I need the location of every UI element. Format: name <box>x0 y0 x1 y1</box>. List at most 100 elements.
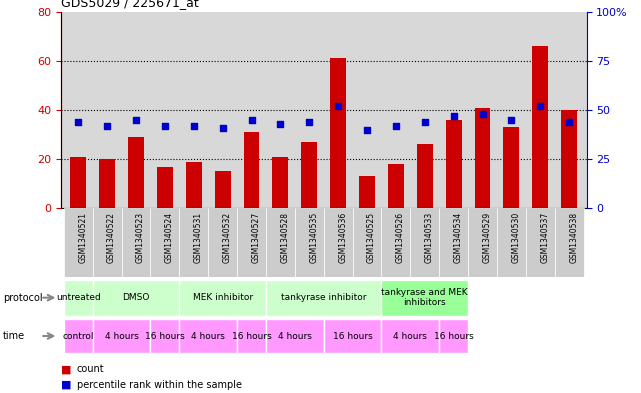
Point <box>478 111 488 117</box>
Text: untreated: untreated <box>56 293 101 302</box>
Text: 16 hours: 16 hours <box>231 332 271 340</box>
FancyBboxPatch shape <box>93 208 122 277</box>
Point <box>391 123 401 129</box>
FancyBboxPatch shape <box>179 280 266 316</box>
Bar <box>215 171 231 208</box>
Bar <box>388 164 404 208</box>
FancyBboxPatch shape <box>179 319 237 353</box>
Point <box>564 119 574 125</box>
Point <box>73 119 83 125</box>
FancyBboxPatch shape <box>237 319 266 353</box>
Text: percentile rank within the sample: percentile rank within the sample <box>77 380 242 390</box>
Point <box>160 123 170 129</box>
Text: GSM1340527: GSM1340527 <box>251 212 260 263</box>
Bar <box>503 127 519 208</box>
Point <box>275 121 285 127</box>
Point <box>246 117 256 123</box>
Text: GSM1340537: GSM1340537 <box>540 212 549 263</box>
Bar <box>301 142 317 208</box>
FancyBboxPatch shape <box>64 280 93 316</box>
Text: ■: ■ <box>61 364 71 375</box>
Text: GSM1340526: GSM1340526 <box>396 212 405 263</box>
Text: 16 hours: 16 hours <box>333 332 372 340</box>
Bar <box>71 157 86 208</box>
FancyBboxPatch shape <box>324 319 381 353</box>
Bar <box>445 120 462 208</box>
Point <box>362 127 372 133</box>
FancyBboxPatch shape <box>353 208 381 277</box>
Text: GSM1340528: GSM1340528 <box>280 212 289 263</box>
FancyBboxPatch shape <box>266 319 324 353</box>
FancyBboxPatch shape <box>381 280 468 316</box>
Text: GSM1340535: GSM1340535 <box>309 212 319 263</box>
Text: count: count <box>77 364 104 375</box>
FancyBboxPatch shape <box>93 280 179 316</box>
Point <box>217 125 228 131</box>
Text: GSM1340531: GSM1340531 <box>194 212 203 263</box>
Point <box>535 103 545 109</box>
Text: ■: ■ <box>61 380 71 390</box>
FancyBboxPatch shape <box>554 208 583 277</box>
Text: 4 hours: 4 hours <box>394 332 428 340</box>
Text: DMSO: DMSO <box>122 293 149 302</box>
FancyBboxPatch shape <box>295 208 324 277</box>
Bar <box>186 162 202 208</box>
Text: time: time <box>3 331 26 341</box>
Bar <box>417 144 433 208</box>
Text: GSM1340532: GSM1340532 <box>222 212 231 263</box>
Text: 4 hours: 4 hours <box>191 332 225 340</box>
Text: GSM1340521: GSM1340521 <box>78 212 87 263</box>
FancyBboxPatch shape <box>208 208 237 277</box>
Bar <box>244 132 260 208</box>
Bar <box>272 157 288 208</box>
Text: 16 hours: 16 hours <box>145 332 185 340</box>
Point <box>333 103 344 109</box>
FancyBboxPatch shape <box>381 208 410 277</box>
FancyBboxPatch shape <box>381 319 439 353</box>
FancyBboxPatch shape <box>237 208 266 277</box>
Bar <box>330 59 346 208</box>
Text: GSM1340536: GSM1340536 <box>338 212 347 263</box>
Text: GSM1340525: GSM1340525 <box>367 212 376 263</box>
FancyBboxPatch shape <box>324 208 353 277</box>
Text: tankyrase and MEK
inhibitors: tankyrase and MEK inhibitors <box>381 288 468 307</box>
FancyBboxPatch shape <box>122 208 151 277</box>
FancyBboxPatch shape <box>93 319 151 353</box>
Point <box>188 123 199 129</box>
Text: GSM1340534: GSM1340534 <box>454 212 463 263</box>
FancyBboxPatch shape <box>526 208 554 277</box>
FancyBboxPatch shape <box>266 280 381 316</box>
FancyBboxPatch shape <box>468 208 497 277</box>
Text: GDS5029 / 225671_at: GDS5029 / 225671_at <box>61 0 199 9</box>
Text: tankyrase inhibitor: tankyrase inhibitor <box>281 293 367 302</box>
Text: GSM1340523: GSM1340523 <box>136 212 145 263</box>
Bar <box>99 159 115 208</box>
Text: 4 hours: 4 hours <box>278 332 312 340</box>
Text: GSM1340533: GSM1340533 <box>425 212 434 263</box>
FancyBboxPatch shape <box>439 208 468 277</box>
FancyBboxPatch shape <box>439 319 468 353</box>
Text: 16 hours: 16 hours <box>434 332 474 340</box>
Bar <box>562 110 577 208</box>
FancyBboxPatch shape <box>179 208 208 277</box>
FancyBboxPatch shape <box>497 208 526 277</box>
Bar <box>128 137 144 208</box>
FancyBboxPatch shape <box>151 208 179 277</box>
Point <box>131 117 141 123</box>
Point <box>102 123 112 129</box>
Point <box>304 119 314 125</box>
Bar <box>157 167 173 208</box>
Text: GSM1340524: GSM1340524 <box>165 212 174 263</box>
FancyBboxPatch shape <box>266 208 295 277</box>
Text: protocol: protocol <box>3 293 43 303</box>
Text: GSM1340529: GSM1340529 <box>483 212 492 263</box>
Point <box>506 117 517 123</box>
FancyBboxPatch shape <box>410 208 439 277</box>
Point <box>449 113 459 119</box>
Text: GSM1340530: GSM1340530 <box>512 212 520 263</box>
FancyBboxPatch shape <box>64 208 93 277</box>
Text: 4 hours: 4 hours <box>104 332 138 340</box>
Text: GSM1340538: GSM1340538 <box>569 212 578 263</box>
FancyBboxPatch shape <box>151 319 179 353</box>
Text: MEK inhibitor: MEK inhibitor <box>192 293 253 302</box>
